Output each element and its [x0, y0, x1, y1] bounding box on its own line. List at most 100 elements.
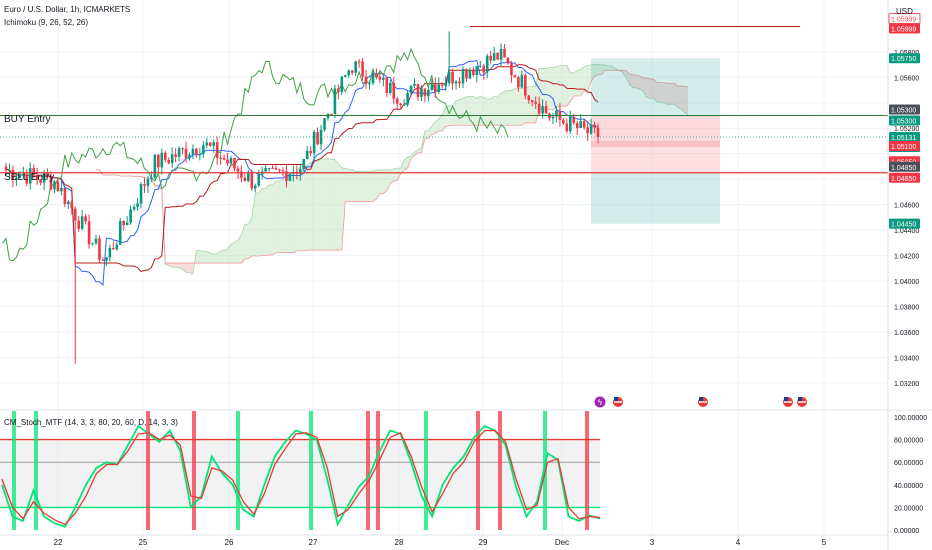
cloud-segment	[546, 67, 550, 110]
cloud-segment	[584, 65, 588, 91]
indicator-title[interactable]: Ichimoku (9, 26, 52, 26)	[4, 18, 89, 27]
price-tick-label: 1.04400	[894, 228, 919, 235]
sell-entry-label: SELL Entry	[4, 172, 54, 183]
candle-body	[451, 71, 454, 84]
candle-body	[285, 171, 288, 181]
senkou-a-line	[95, 63, 689, 275]
candle-body	[575, 123, 579, 129]
cloud-segment	[175, 263, 180, 268]
cloud-segment	[331, 159, 335, 251]
event-icons[interactable]: ϟ	[594, 396, 808, 408]
candle-body	[53, 181, 56, 190]
price-badge-text: 1.05999	[891, 16, 916, 23]
cloud-segment	[199, 250, 204, 264]
candle-body	[437, 84, 441, 92]
cloud-segment	[189, 263, 193, 275]
stoch-sell-bar	[192, 411, 196, 530]
symbol-title[interactable]: Euro / U.S. Dollar, 1h, ICMARKETS	[4, 5, 131, 14]
time-axis[interactable]: 22 25 26 27 28 29 Dec 3 4 5	[0, 534, 888, 547]
candle-body	[354, 61, 357, 73]
candle-body	[253, 185, 257, 189]
candle-body	[323, 118, 326, 130]
stoch-buy-bar	[236, 411, 240, 530]
time-tick-label: 25	[139, 538, 148, 547]
stop-zone-upper	[591, 115, 720, 148]
candle-body	[530, 100, 534, 102]
price-badge-text: 1.05300	[891, 107, 916, 114]
cloud-segment	[393, 168, 398, 181]
cloud-segment	[573, 70, 578, 96]
cloud-segment	[296, 167, 301, 251]
cloud-segment	[566, 65, 571, 107]
cloud-segment	[210, 253, 214, 264]
candle-body	[523, 75, 527, 96]
candle-body	[375, 74, 378, 77]
cloud-segment	[334, 159, 339, 251]
price-scale[interactable]: 1.058001.056001.052001.046001.044001.042…	[887, 0, 921, 550]
candle-body	[305, 150, 309, 160]
candle-body	[433, 84, 437, 92]
candle-body	[385, 77, 389, 93]
candle-body	[565, 123, 569, 132]
candle-body	[368, 83, 371, 85]
candle-body	[236, 168, 240, 172]
candle-body	[472, 70, 475, 75]
cloud-segment	[656, 82, 661, 103]
candle-body	[430, 84, 434, 91]
cloud-segment	[667, 83, 671, 105]
cloud-segment	[611, 66, 616, 71]
cloud-segment	[417, 147, 422, 153]
cloud-segment	[456, 99, 460, 126]
candle-body	[39, 179, 42, 183]
time-tick-label: 3	[650, 538, 655, 547]
cloud-segment	[428, 126, 432, 139]
cloud-segment	[608, 66, 612, 71]
cloud-segment	[196, 250, 200, 264]
candle-body	[191, 148, 195, 155]
candle-body	[468, 70, 472, 79]
kijun-line	[5, 64, 599, 272]
candle-body	[49, 176, 53, 190]
cloud-segment	[473, 96, 477, 126]
oscillator-tick-label: 60.00000	[894, 460, 923, 467]
cloud-segment	[487, 98, 491, 126]
cloud-segment	[438, 114, 443, 131]
currency-label: USD	[896, 7, 913, 16]
candle-body	[108, 248, 112, 258]
price-badge-text: 1.05131	[891, 135, 916, 142]
cloud-segment	[577, 69, 581, 96]
cloud-segment	[435, 119, 439, 134]
cloud-segment	[220, 250, 225, 264]
stoch-buy-bar	[424, 411, 428, 530]
price-tick-label: 1.04000	[894, 279, 919, 286]
time-tick-label: 22	[54, 538, 63, 547]
candle-body	[15, 177, 18, 180]
cloud-segment	[660, 82, 664, 103]
cloud-segment	[244, 224, 249, 259]
stochastic-pane[interactable]: 100.00000 80.00000 60.00000 40.00000 20.0000…	[0, 409, 932, 535]
candle-body	[118, 221, 122, 245]
candle-body	[423, 88, 427, 97]
cloud-segment	[532, 86, 536, 123]
cloud-segment	[282, 178, 287, 253]
candle-body	[485, 55, 489, 73]
horizontal-levels[interactable]	[0, 25, 888, 174]
cloud-segment	[286, 175, 290, 253]
candle-body	[537, 103, 541, 114]
price-badge	[889, 23, 920, 34]
flag-canton	[614, 397, 618, 401]
cloud-segment	[414, 149, 418, 156]
candle-body	[478, 65, 482, 67]
candle-body	[208, 142, 212, 146]
target-zone-lower	[591, 172, 720, 224]
cloud-segment	[674, 83, 678, 108]
candle-body	[555, 110, 558, 117]
price-badge-text: 1.04450	[891, 222, 916, 229]
lightning-event-icon	[594, 396, 606, 408]
cloud-segment	[494, 96, 498, 126]
cloud-segment	[563, 65, 567, 107]
position-box[interactable]	[591, 58, 720, 224]
cloud-segment	[594, 64, 598, 77]
candle-body	[316, 132, 319, 145]
